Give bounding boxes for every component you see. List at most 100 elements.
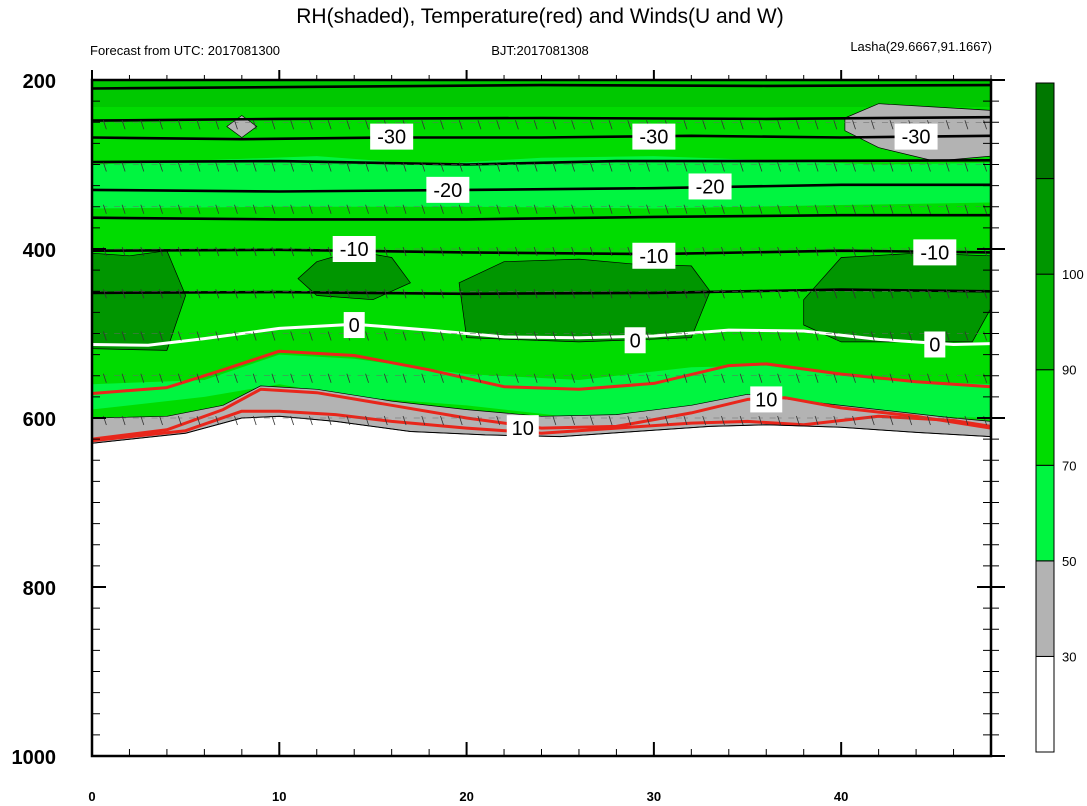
subtitle-location: Lasha(29.6667,91.1667) bbox=[850, 39, 992, 54]
wind-barb-tick bbox=[140, 162, 145, 172]
x-tick-label-1: 10 bbox=[272, 789, 286, 804]
wind-barb-tick bbox=[608, 331, 613, 341]
wind-barb-tick bbox=[552, 204, 557, 214]
wind-barb-tick bbox=[814, 289, 819, 299]
wind-barb-tick bbox=[421, 373, 426, 383]
wind-barb-tick bbox=[515, 120, 519, 130]
wind-barb-tick bbox=[496, 289, 501, 299]
colorbar-swatch-5 bbox=[1035, 178, 1055, 275]
wind-barb-tick bbox=[964, 120, 969, 130]
wind-barb-tick bbox=[739, 162, 744, 172]
wind-barb-tick bbox=[889, 162, 894, 172]
wind-barb-tick bbox=[290, 415, 295, 426]
subtitle-bjt: BJT:2017081308 bbox=[491, 43, 589, 58]
contour-label-6: -10 bbox=[639, 246, 668, 268]
wind-barb-tick bbox=[290, 162, 295, 172]
wind-barb-tick bbox=[627, 246, 632, 257]
wind-barb-tick bbox=[365, 162, 369, 172]
wind-barb-tick bbox=[833, 162, 838, 172]
wind-barb-tick bbox=[964, 331, 969, 341]
wind-barb-tick bbox=[571, 246, 575, 257]
wind-barb-tick bbox=[346, 204, 351, 214]
wind-barb-tick bbox=[402, 289, 407, 299]
wind-barb-tick bbox=[477, 373, 482, 383]
wind-barb-tick bbox=[383, 289, 388, 299]
wind-barb-tick bbox=[159, 331, 163, 341]
wind-barb-tick bbox=[571, 162, 575, 172]
wind-barb-tick bbox=[589, 289, 594, 299]
isotherm-10 bbox=[92, 387, 991, 441]
wind-barb-tick bbox=[777, 162, 781, 172]
wind-barb-tick bbox=[383, 331, 388, 341]
wind-barb-tick bbox=[309, 246, 313, 257]
wind-barb-tick bbox=[646, 289, 650, 299]
contour-label-1: -30 bbox=[639, 127, 668, 149]
wind-barb-tick bbox=[234, 331, 238, 341]
wind-barb-tick bbox=[290, 373, 295, 383]
wind-barb-tick bbox=[945, 120, 950, 130]
wind-barb-tick bbox=[496, 331, 501, 341]
contour-label-box-4 bbox=[688, 173, 732, 200]
wind-barb-tick bbox=[571, 204, 575, 214]
wind-barb-tick bbox=[646, 204, 650, 214]
wind-barb-tick bbox=[383, 373, 388, 383]
wind-barb-tick bbox=[571, 415, 575, 426]
wind-barb-tick bbox=[252, 162, 257, 172]
wind-barb-tick bbox=[440, 120, 444, 130]
wind-barb-tick bbox=[852, 246, 856, 257]
wind-barb-tick bbox=[758, 373, 763, 383]
wind-barb-tick bbox=[870, 204, 875, 214]
wind-barb-tick bbox=[608, 373, 613, 383]
wind-barb-tick bbox=[365, 373, 369, 383]
wind-barb-tick bbox=[908, 415, 913, 426]
wind-barb-tick bbox=[346, 289, 351, 299]
wind-barb-tick bbox=[608, 204, 613, 214]
wind-barb-tick bbox=[721, 246, 725, 257]
wind-barb-tick bbox=[908, 162, 913, 172]
wind-barb-tick bbox=[683, 120, 688, 130]
wind-barb-tick bbox=[833, 204, 838, 214]
wind-barb-tick bbox=[627, 204, 632, 214]
wind-barb-tick bbox=[833, 246, 838, 257]
wind-barb-tick bbox=[721, 373, 725, 383]
wind-barb-tick bbox=[964, 373, 969, 383]
contour-labels: -30 -30 -30 -20 -20 -10 -10 -10 0 0 0 10 10 bbox=[332, 123, 957, 442]
wind-barb-tick bbox=[964, 415, 969, 426]
wind-barb-tick bbox=[702, 289, 707, 299]
contour-label-box-3 bbox=[426, 176, 470, 203]
wind-barb-tick bbox=[683, 331, 688, 341]
wind-barb-tick bbox=[889, 204, 894, 214]
wind-barb-tick bbox=[702, 162, 707, 172]
wind-barb-tick bbox=[421, 120, 426, 130]
wind-barb-tick bbox=[140, 373, 145, 383]
wind-barb-tick bbox=[458, 331, 463, 341]
wind-barb-tick bbox=[215, 373, 220, 383]
wind-barb-tick bbox=[327, 415, 332, 426]
wind-barb-tick bbox=[477, 331, 482, 341]
temperature-isotherms bbox=[92, 83, 991, 444]
contour-label-4: -20 bbox=[696, 176, 725, 198]
wind-barb-tick bbox=[945, 162, 950, 172]
wind-barb-tick bbox=[515, 373, 519, 383]
wind-barb-tick bbox=[383, 246, 388, 257]
wind-barb-tick bbox=[346, 162, 351, 172]
wind-barb-tick bbox=[121, 120, 126, 130]
wind-barb-tick bbox=[121, 246, 126, 257]
contour-label-box-6 bbox=[632, 242, 676, 269]
wind-barb-tick bbox=[290, 120, 295, 130]
y-tick-label-4: 1000 bbox=[12, 747, 57, 769]
wind-barb-tick bbox=[496, 415, 501, 426]
wind-barb-tick bbox=[552, 331, 557, 341]
wind-barb-tick bbox=[739, 120, 744, 130]
wind-barb-tick bbox=[402, 331, 407, 341]
wind-barb-tick bbox=[795, 415, 800, 426]
isotherm-2 bbox=[92, 134, 991, 141]
wind-barb-tick bbox=[589, 120, 594, 130]
wind-barb-tick bbox=[402, 415, 407, 426]
wind-barb-tick bbox=[683, 415, 688, 426]
wind-barb-tick bbox=[964, 204, 969, 214]
wind-barb-tick bbox=[121, 204, 126, 214]
wind-barb-tick bbox=[627, 289, 632, 299]
